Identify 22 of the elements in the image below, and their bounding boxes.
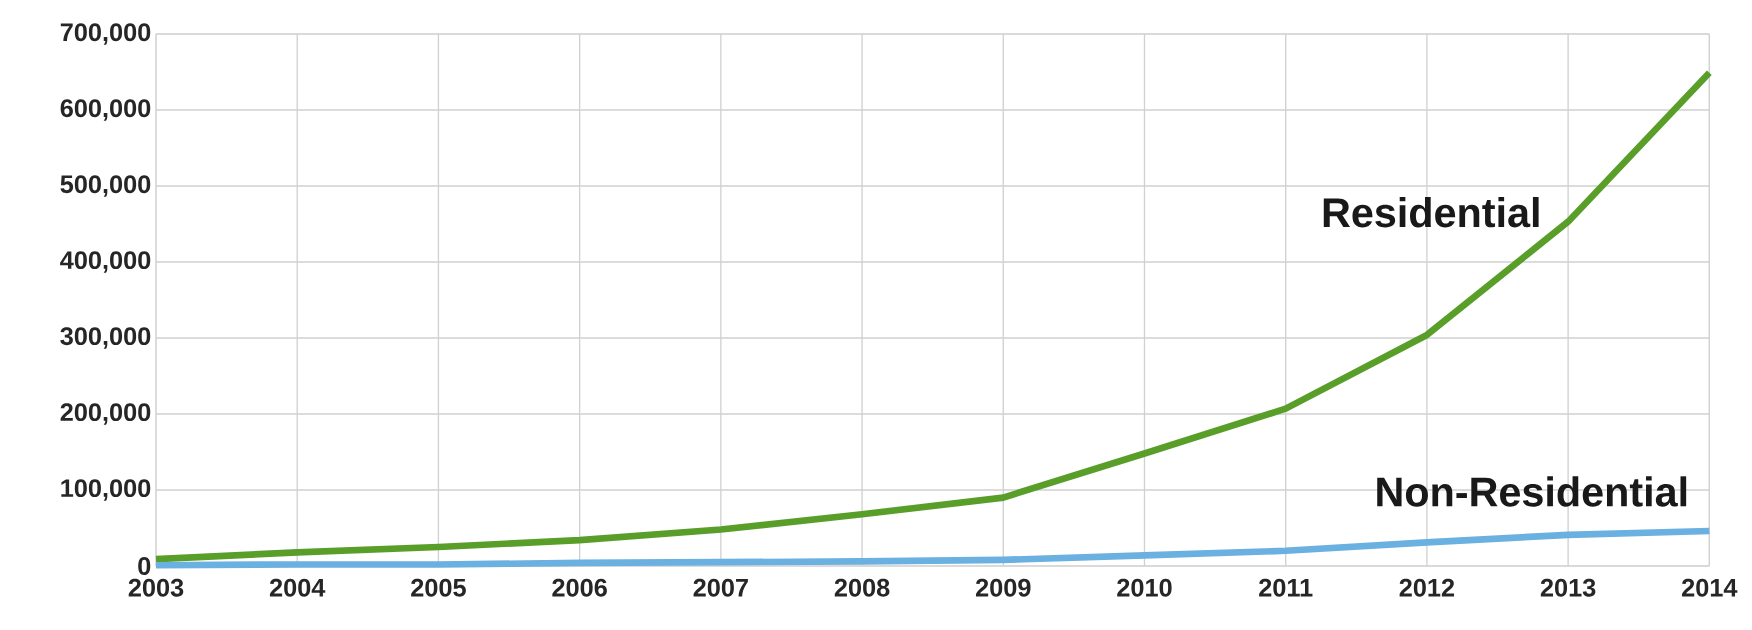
- y-tick-label: 100,000: [61, 479, 151, 501]
- y-tick-label: 500,000: [60, 175, 151, 197]
- y-tick-label: 300,000: [60, 327, 151, 349]
- series-label: Residential: [1323, 197, 1539, 228]
- series-label: Non-Residential: [1377, 476, 1687, 507]
- x-tick-label: 2013: [1540, 578, 1596, 597]
- x-tick-label: 2010: [1117, 578, 1172, 597]
- x-tick-label: 2003: [128, 578, 184, 597]
- y-tick-label: 400,000: [60, 251, 151, 273]
- x-tick-label: 2009: [975, 578, 1031, 597]
- x-tick-label: 2005: [411, 578, 466, 597]
- y-tick-label: 700,000: [60, 23, 151, 45]
- x-tick-label: 2006: [552, 578, 607, 597]
- x-tick-label: 2007: [693, 578, 748, 597]
- x-tick-label: 2011: [1259, 578, 1313, 597]
- x-tick-label: 2012: [1399, 578, 1455, 597]
- x-tick-label: 2008: [834, 578, 890, 597]
- x-tick-label: 2014: [1682, 578, 1738, 597]
- y-tick-label: 200,000: [60, 403, 151, 425]
- y-tick-label: 600,000: [60, 99, 151, 121]
- y-tick-label: 0: [138, 557, 151, 575]
- x-tick-label: 2004: [269, 578, 326, 597]
